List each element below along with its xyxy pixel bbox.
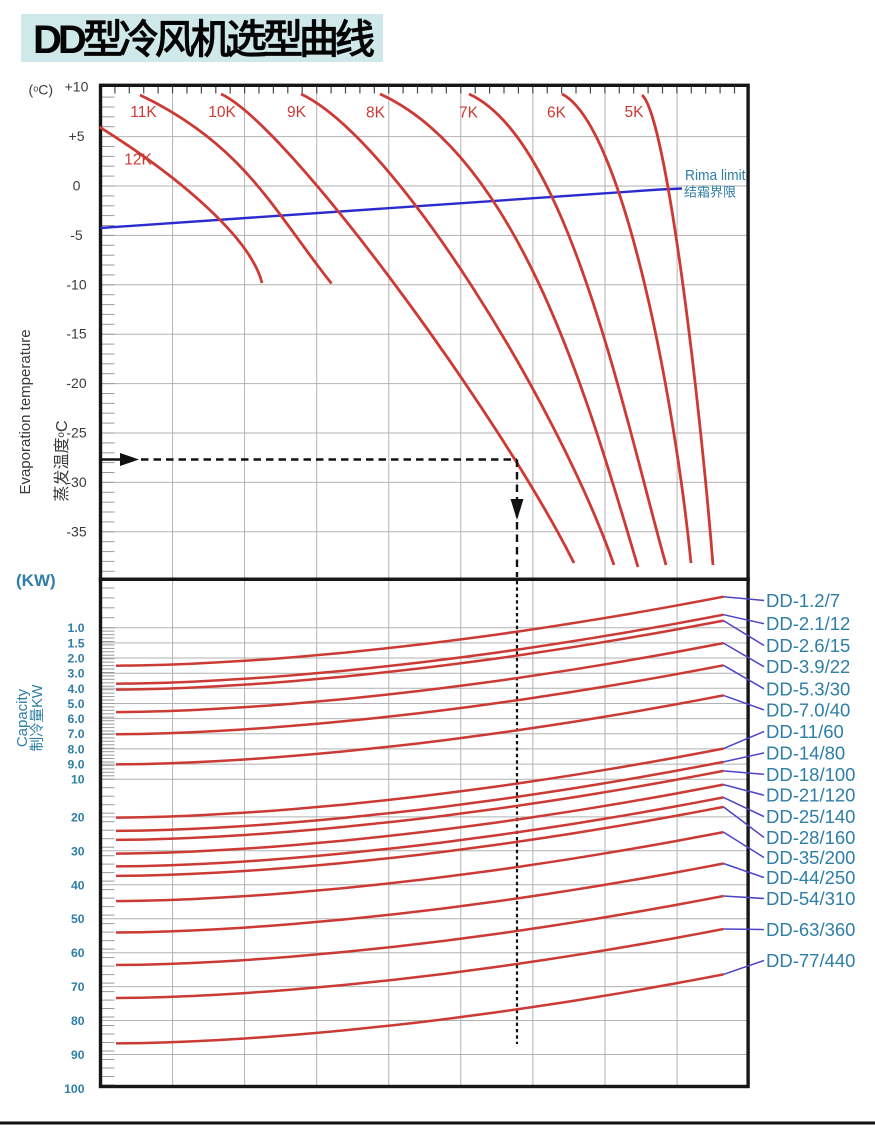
svg-text:-30: -30 bbox=[66, 474, 86, 490]
svg-text:-25: -25 bbox=[66, 425, 86, 441]
svg-text:1.5: 1.5 bbox=[68, 636, 85, 650]
svg-text:11K: 11K bbox=[130, 104, 157, 121]
svg-text:5.0: 5.0 bbox=[68, 697, 85, 711]
svg-text:6.0: 6.0 bbox=[68, 712, 85, 726]
svg-text:-5: -5 bbox=[70, 227, 83, 243]
svg-text:DD-21/120: DD-21/120 bbox=[766, 785, 855, 806]
svg-text:-35: -35 bbox=[66, 523, 86, 539]
svg-text:DD-11/60: DD-11/60 bbox=[766, 721, 844, 742]
svg-text:Capacity: Capacity bbox=[14, 688, 31, 747]
svg-text:12K: 12K bbox=[124, 152, 152, 169]
svg-text:DD-3.9/22: DD-3.9/22 bbox=[766, 656, 850, 677]
svg-text:2.0: 2.0 bbox=[68, 652, 85, 666]
svg-text:0: 0 bbox=[73, 178, 81, 194]
svg-text:结霜界限: 结霜界限 bbox=[684, 185, 736, 200]
svg-text:DD-14/80: DD-14/80 bbox=[766, 742, 845, 763]
svg-text:DD-25/140: DD-25/140 bbox=[766, 806, 855, 827]
svg-text:40: 40 bbox=[71, 878, 85, 892]
svg-text:8.0: 8.0 bbox=[68, 742, 85, 756]
svg-text:1.0: 1.0 bbox=[68, 621, 85, 635]
svg-text:蒸发温度oC: 蒸发温度oC bbox=[53, 420, 71, 501]
svg-text:DD-44/250: DD-44/250 bbox=[766, 867, 855, 888]
svg-text:70: 70 bbox=[71, 980, 85, 994]
svg-text:DD-18/100: DD-18/100 bbox=[766, 764, 855, 785]
svg-text:DD-63/360: DD-63/360 bbox=[766, 919, 855, 940]
svg-text:(KW): (KW) bbox=[16, 571, 56, 590]
svg-text:3.0: 3.0 bbox=[68, 667, 85, 681]
svg-text:Evaporation temperature: Evaporation temperature bbox=[17, 329, 34, 494]
svg-text:DD-28/160: DD-28/160 bbox=[766, 827, 855, 848]
svg-text:20: 20 bbox=[71, 810, 85, 824]
svg-text:-20: -20 bbox=[66, 375, 86, 391]
svg-text:DD型冷风机选型曲线: DD型冷风机选型曲线 bbox=[33, 18, 375, 62]
svg-text:DD-77/440: DD-77/440 bbox=[766, 950, 855, 971]
svg-text:DD-54/310: DD-54/310 bbox=[766, 888, 855, 909]
svg-text:制冷量KW: 制冷量KW bbox=[29, 684, 46, 751]
svg-text:30: 30 bbox=[71, 844, 85, 858]
svg-text:Rima limit: Rima limit bbox=[685, 168, 746, 184]
svg-text:4.0: 4.0 bbox=[68, 682, 85, 696]
svg-text:60: 60 bbox=[71, 946, 85, 960]
svg-text:50: 50 bbox=[71, 912, 85, 926]
svg-text:8K: 8K bbox=[366, 105, 386, 122]
svg-text:10K: 10K bbox=[208, 104, 236, 121]
svg-text:+5: +5 bbox=[69, 128, 85, 144]
svg-text:7.0: 7.0 bbox=[68, 727, 85, 741]
svg-text:DD-2.1/12: DD-2.1/12 bbox=[766, 613, 850, 634]
svg-text:9.0: 9.0 bbox=[68, 758, 85, 772]
svg-text:DD-2.6/15: DD-2.6/15 bbox=[766, 635, 850, 656]
svg-text:DD-35/200: DD-35/200 bbox=[766, 847, 855, 868]
svg-text:DD-7.0/40: DD-7.0/40 bbox=[766, 699, 850, 720]
svg-text:80: 80 bbox=[71, 1014, 85, 1028]
svg-text:6K: 6K bbox=[547, 105, 567, 122]
svg-text:7K: 7K bbox=[459, 105, 479, 122]
svg-text:9K: 9K bbox=[287, 104, 307, 121]
svg-text:10: 10 bbox=[71, 773, 85, 787]
svg-text:5K: 5K bbox=[625, 104, 645, 121]
svg-text:100: 100 bbox=[64, 1082, 85, 1096]
svg-text:+10: +10 bbox=[65, 79, 89, 95]
svg-text:-15: -15 bbox=[66, 326, 86, 342]
svg-text:DD-5.3/30: DD-5.3/30 bbox=[766, 678, 850, 699]
svg-text:DD-1.2/7: DD-1.2/7 bbox=[766, 590, 840, 611]
svg-text:90: 90 bbox=[71, 1048, 85, 1062]
svg-text:-10: -10 bbox=[66, 276, 86, 292]
svg-text:(oC): (oC) bbox=[29, 82, 53, 98]
